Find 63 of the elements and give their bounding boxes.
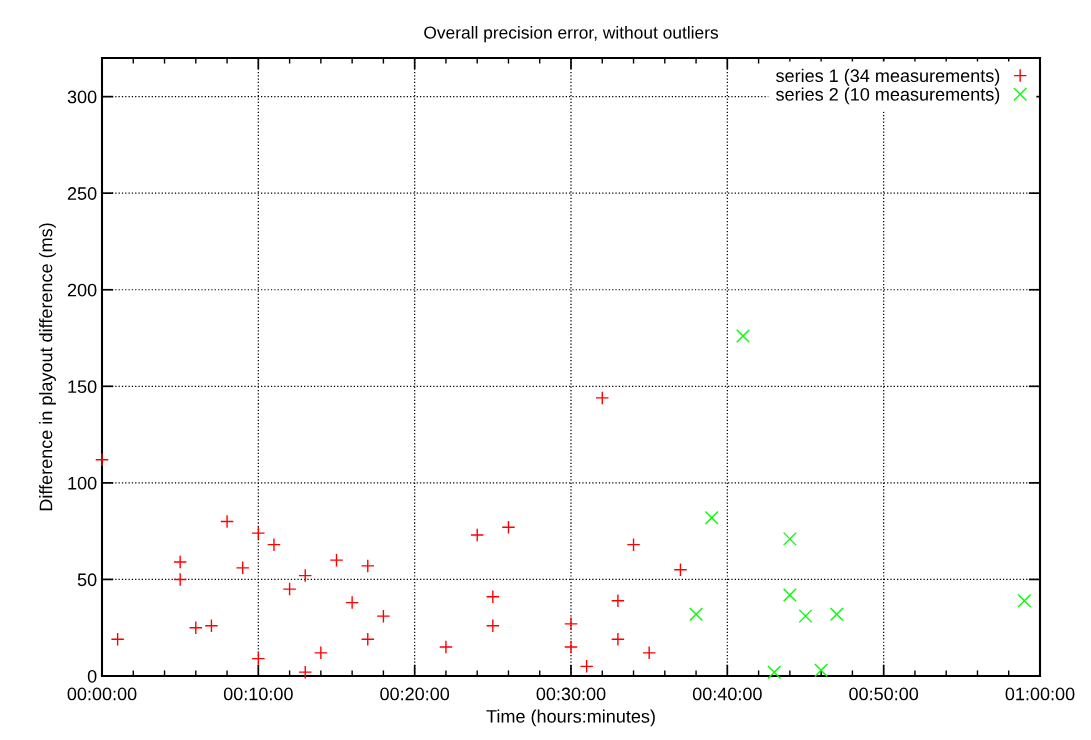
point [798, 609, 813, 624]
point [95, 452, 109, 467]
point [595, 390, 610, 405]
point [251, 651, 266, 666]
point [485, 589, 500, 604]
y-axis-title: Difference in playout difference (ms) [39, 223, 56, 511]
point [173, 572, 188, 587]
x-tick-label: 01:00:00 [1005, 687, 1075, 701]
point [564, 616, 578, 631]
point [673, 562, 688, 577]
x-tick-label: 00:10:00 [223, 687, 293, 701]
point [1017, 593, 1032, 608]
point [313, 645, 328, 660]
point [610, 632, 625, 647]
point [110, 632, 125, 647]
point [782, 587, 797, 602]
x-tick-label: 00:20:00 [380, 687, 450, 701]
x-tick-label: 00:40:00 [692, 687, 762, 701]
point [173, 555, 188, 570]
point [235, 560, 250, 575]
point [579, 659, 594, 674]
point [329, 553, 344, 568]
legend-label: series 2 (10 measurements) [776, 87, 1000, 105]
x-axis-title: Time (hours:minutes) [486, 709, 655, 727]
x-tick-label: 00:00:00 [67, 687, 137, 701]
point [767, 665, 782, 680]
y-tick-label: 300 [67, 90, 97, 104]
point [689, 607, 704, 622]
point [704, 510, 719, 525]
y-tick-label: 50 [77, 573, 97, 587]
y-tick-label: 200 [67, 283, 97, 297]
x-tick-label: 00:30:00 [536, 687, 606, 701]
point [814, 663, 829, 678]
point [829, 607, 844, 622]
y-tick-label: 250 [67, 187, 97, 200]
y-tick-label: 150 [68, 380, 97, 394]
x-tick-label: 00:50:00 [849, 687, 919, 701]
point [626, 537, 641, 552]
point [736, 329, 750, 344]
point [501, 520, 516, 535]
y-tick-label: 100 [68, 476, 97, 490]
point [298, 665, 313, 680]
point [188, 620, 203, 635]
point [282, 582, 297, 597]
point [298, 568, 313, 583]
point [251, 526, 266, 541]
point [204, 618, 219, 633]
legend-label: series 1 (34 measurements) [776, 68, 1000, 86]
point [360, 558, 375, 573]
point [220, 514, 235, 529]
point [782, 531, 797, 546]
point [642, 645, 657, 660]
point [610, 593, 625, 608]
point [564, 640, 578, 654]
point [485, 618, 500, 633]
point [267, 537, 281, 552]
point [345, 595, 360, 610]
point [376, 609, 391, 624]
y-tick-label: 0 [87, 669, 97, 683]
point [360, 632, 375, 647]
point [438, 640, 453, 654]
chart-title: Overall precision error, without outliers [424, 25, 719, 43]
point [470, 528, 485, 542]
